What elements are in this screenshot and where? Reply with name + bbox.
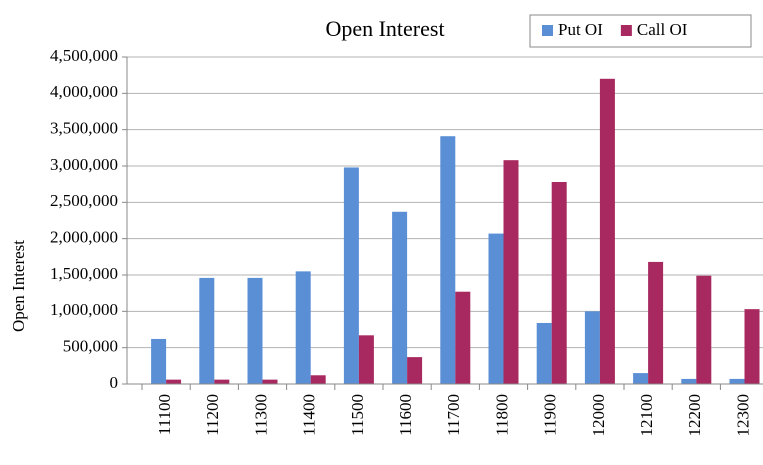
bar xyxy=(633,373,649,384)
x-tick-label: 12200 xyxy=(685,394,704,437)
bar xyxy=(392,211,408,384)
bar xyxy=(151,338,167,384)
bar xyxy=(584,311,600,384)
legend-box xyxy=(529,14,752,48)
bar xyxy=(310,375,326,384)
y-axis-label: Open Interest xyxy=(9,240,28,332)
bar xyxy=(166,379,182,384)
bar xyxy=(599,78,615,385)
bar xyxy=(551,181,567,384)
x-tick-label: 12000 xyxy=(589,394,608,437)
bar xyxy=(247,277,263,384)
legend-swatch xyxy=(542,25,553,36)
legend-swatch xyxy=(620,25,632,36)
x-tick-label: 11900 xyxy=(541,394,560,436)
y-tick-label: 1,000,000 xyxy=(50,300,118,319)
y-tick-label: 2,500,000 xyxy=(50,191,118,210)
y-tick-label: 3,500,000 xyxy=(50,119,118,138)
bar xyxy=(729,378,745,384)
x-tick-label: 11800 xyxy=(492,394,511,436)
bar xyxy=(343,167,359,384)
x-tick-label: 11700 xyxy=(444,394,463,436)
bar xyxy=(503,160,519,384)
bar xyxy=(199,277,215,384)
x-tick-label: 11300 xyxy=(251,394,270,436)
y-tick-label: 4,000,000 xyxy=(50,82,118,101)
x-tick-label: 12100 xyxy=(637,394,656,437)
bar xyxy=(440,136,456,384)
bar xyxy=(536,322,552,384)
x-tick-label: 11500 xyxy=(348,394,367,436)
y-tick-label: 1,500,000 xyxy=(50,264,118,283)
bar xyxy=(681,378,697,384)
bar xyxy=(407,357,423,384)
legend-label: Put OI xyxy=(558,20,603,39)
bar xyxy=(696,275,712,384)
y-tick-label: 2,000,000 xyxy=(50,228,118,247)
y-tick-label: 500,000 xyxy=(63,337,118,356)
x-tick-label: 11200 xyxy=(203,394,222,436)
bar xyxy=(262,379,278,384)
bar xyxy=(295,271,311,384)
x-tick-label: 12300 xyxy=(733,394,752,437)
chart-title: Open Interest xyxy=(325,16,444,41)
bar xyxy=(358,335,374,384)
legend-label: Call OI xyxy=(637,20,688,39)
y-tick-label: 3,000,000 xyxy=(50,155,118,174)
bar xyxy=(744,309,760,384)
bar xyxy=(488,233,504,384)
x-tick-label: 11100 xyxy=(155,394,174,435)
y-tick-label: 0 xyxy=(110,373,119,392)
bar xyxy=(455,291,471,384)
bar xyxy=(214,379,230,384)
x-tick-label: 11400 xyxy=(300,394,319,436)
bar xyxy=(648,261,664,384)
x-tick-label: 11600 xyxy=(396,394,415,436)
y-tick-label: 4,500,000 xyxy=(50,46,118,65)
